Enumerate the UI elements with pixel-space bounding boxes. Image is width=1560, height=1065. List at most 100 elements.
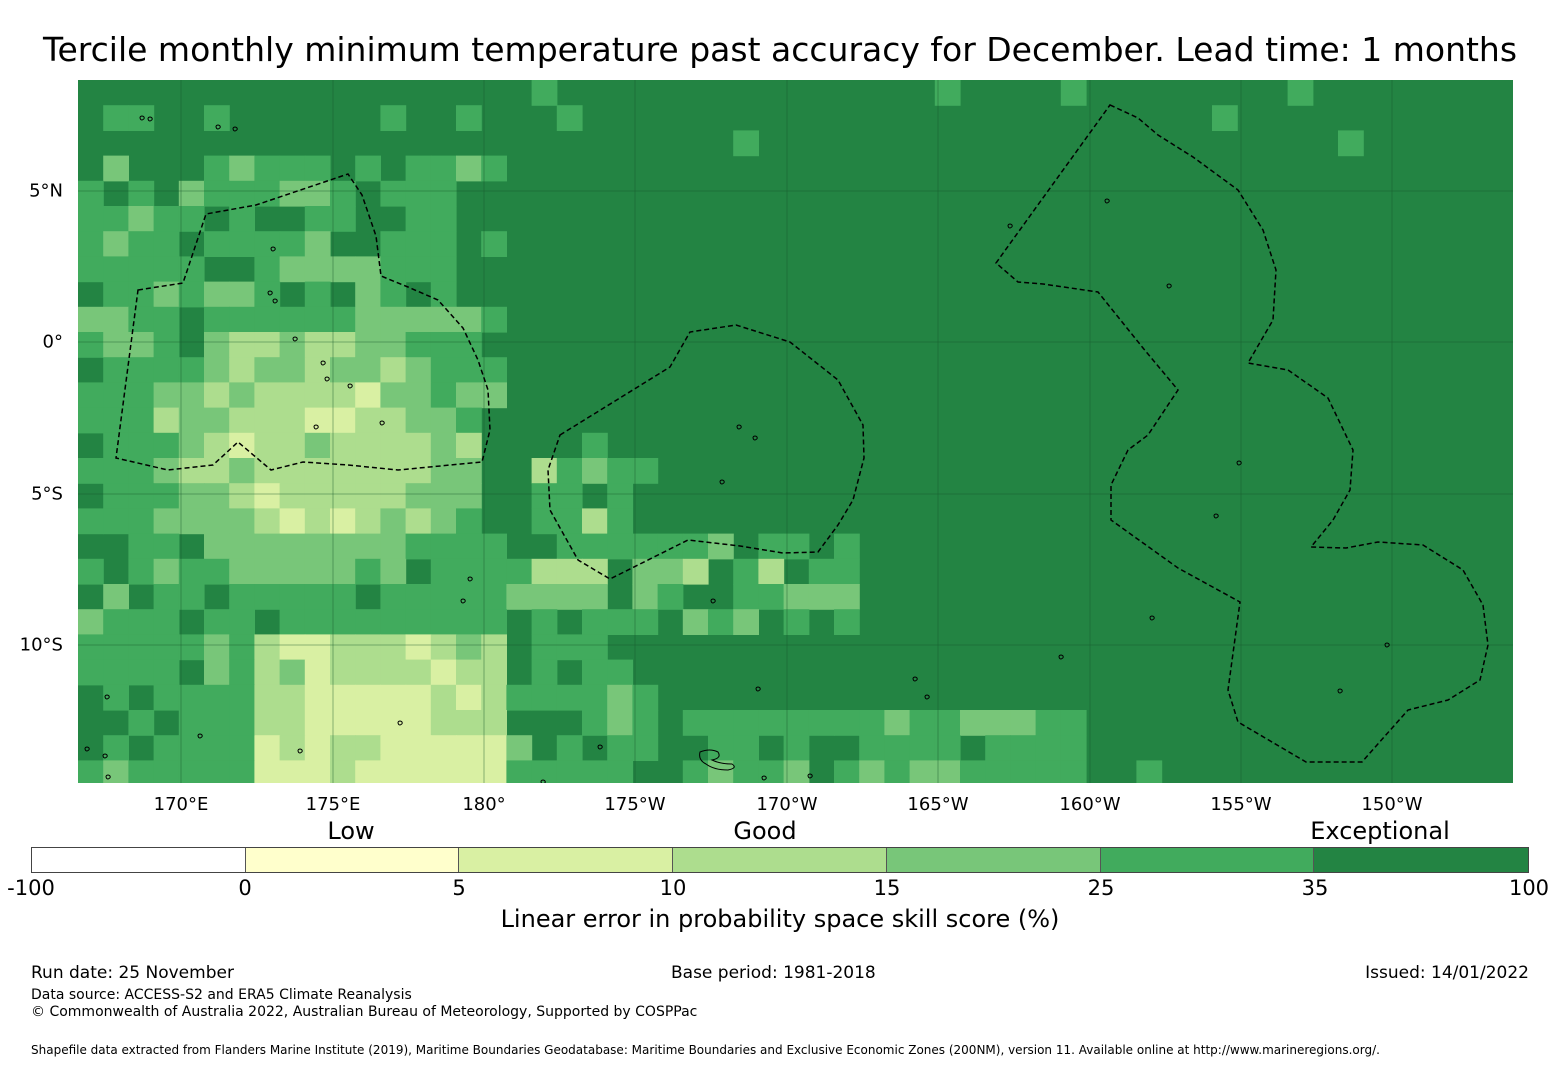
skill-cell [355,609,381,635]
run-date: Run date: 25 November [31,963,234,983]
skill-cell [380,332,407,358]
skill-cell [430,533,457,560]
skill-cell [229,407,255,434]
skill-cell [330,483,356,509]
skill-cell [355,382,381,409]
skill-cell [178,281,205,308]
island-outline [1149,615,1155,621]
skill-cell [808,558,835,585]
skill-cell [430,155,457,182]
skill-cell [204,659,230,686]
skill-cell [582,659,608,686]
skill-cell [229,710,255,736]
skill-cell [430,458,457,484]
skill-cell [254,155,281,182]
skill-cell [1010,760,1037,783]
island-outline [267,290,273,296]
lon-label-175w: 175°W [604,794,666,815]
skill-cell [456,609,482,635]
skill-cell [607,458,633,484]
skill-cell [909,760,936,783]
skill-cell [481,155,507,182]
colorbar-segment-35-100 [1314,848,1529,872]
skill-cell [380,508,407,535]
island-outline [320,360,326,366]
skill-cell [430,407,457,434]
skill-cell [229,634,255,661]
skill-cell [330,256,356,283]
skill-cell [430,684,457,711]
island-outline [924,694,930,700]
skill-cell [380,306,407,333]
skill-cell [128,231,155,257]
skill-cell [708,609,734,635]
island-outline [197,733,203,739]
skill-cell [733,760,759,783]
skill-cell [279,231,306,257]
skill-cell [380,180,407,207]
skill-cell [456,407,482,434]
skill-cell [204,155,230,182]
skill-cell [304,231,331,257]
skill-cell [456,306,482,333]
skill-cell [657,584,684,610]
skill-cell [834,584,860,610]
skill-cell [556,634,583,661]
skill-cell [229,306,255,333]
skill-cell [380,105,407,131]
skill-cell [456,432,482,459]
skill-cell [405,684,432,711]
island-outline [755,686,761,692]
skill-cell [1338,130,1364,157]
skill-cell [380,382,407,409]
skill-cell [632,710,659,736]
skill-cell [657,558,684,585]
skill-cell [430,483,457,509]
skill-cell [254,407,281,434]
island-outline [105,774,111,780]
skill-score-map[interactable] [78,80,1513,783]
eez-boundary-tokelau [547,324,865,580]
skill-cell [330,735,356,761]
skill-cell [506,684,533,711]
skill-cell [632,684,659,711]
skill-cell [254,281,281,308]
skill-cell [279,659,306,686]
skill-cell [355,533,381,560]
island-outline [761,775,767,781]
skill-cell [204,332,230,358]
colorbar-tick: 5 [452,876,466,900]
skill-cell [153,558,180,585]
colorbar-tick: 0 [238,876,252,900]
skill-cell [330,760,356,783]
skill-cell [103,407,129,434]
skill-cell [304,584,331,610]
skill-cell [456,332,482,358]
eez-boundary-tuvalu [115,173,491,471]
skill-cell [708,735,734,761]
skill-cell [556,684,583,711]
skill-cell [178,760,205,783]
colorbar-segment-0-5 [245,848,460,872]
skill-cell [153,256,180,283]
skill-cell [456,735,482,761]
skill-cell [204,281,230,308]
skill-cell [531,458,558,484]
skill-cell [582,609,608,635]
skill-cell [78,634,104,661]
skill-cell [153,458,180,484]
skill-cell [304,155,331,182]
skill-cell [783,760,810,783]
skill-cell [456,105,482,131]
skill-cell [582,760,608,783]
skill-cell [153,231,180,257]
island-outline [460,598,466,604]
skill-cell [128,281,155,308]
island-outline [1166,283,1172,289]
skill-cell [582,710,608,736]
skill-cell [430,659,457,686]
skill-cell [481,710,507,736]
skill-cell [355,306,381,333]
skill-cell [481,306,507,333]
skill-cell [884,760,911,783]
